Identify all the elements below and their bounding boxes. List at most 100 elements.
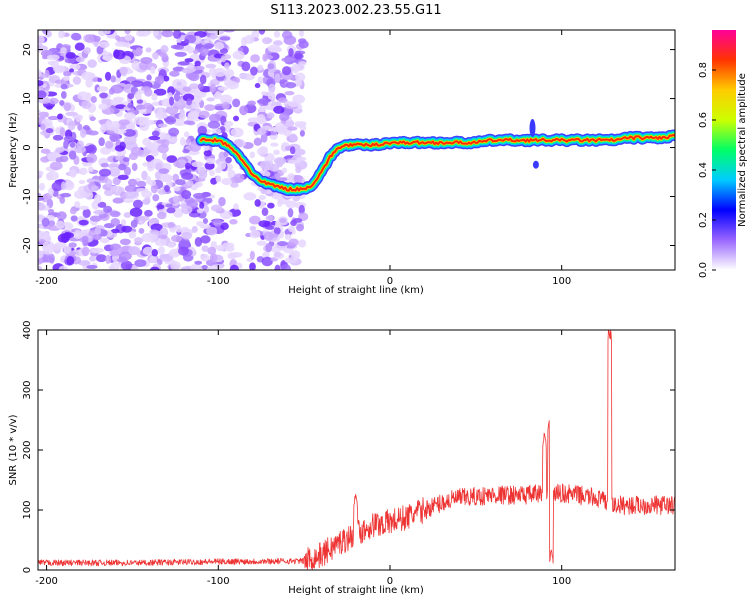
noise-blob <box>241 61 251 72</box>
noise-blob <box>127 92 135 100</box>
noise-blob <box>70 215 78 222</box>
noise-blob <box>232 50 245 60</box>
noise-blob <box>250 66 258 76</box>
noise-blob <box>60 181 67 191</box>
noise-blob <box>177 61 190 66</box>
noise-blob <box>161 152 168 160</box>
noise-blob <box>147 144 153 151</box>
noise-blob <box>260 133 268 143</box>
noise-blob <box>174 179 186 186</box>
noise-blob <box>118 163 127 171</box>
noise-blob <box>262 101 269 106</box>
noise-blob <box>183 39 190 44</box>
noise-blob <box>60 192 72 198</box>
noise-blob <box>148 179 157 187</box>
noise-blob <box>268 163 280 172</box>
noise-blob <box>166 155 178 163</box>
noise-blob <box>156 211 167 220</box>
noise-blob <box>250 54 260 63</box>
noise-blob <box>109 210 121 218</box>
noise-blob <box>298 204 305 215</box>
noise-blob <box>209 34 218 40</box>
noise-blob <box>60 83 68 90</box>
noise-blob <box>277 97 288 103</box>
noise-blob <box>59 196 66 204</box>
noise-blob <box>79 128 87 139</box>
colorbar-tick-label: 0.8 <box>698 62 709 78</box>
noise-blob <box>184 162 191 170</box>
noise-blob <box>112 197 124 204</box>
noise-blob <box>63 180 75 191</box>
y-tick-label: 200 <box>22 440 33 459</box>
noise-blob <box>296 156 307 162</box>
noise-blob <box>214 42 225 50</box>
noise-blob <box>129 207 143 217</box>
noise-blob <box>74 201 81 209</box>
spectrogram-x-axis-label: Height of straight line (km) <box>288 285 424 296</box>
noise-blob <box>153 88 167 96</box>
x-tick-label: 0 <box>387 276 393 287</box>
noise-blob <box>295 72 306 82</box>
noise-blob <box>205 158 216 165</box>
noise-blob <box>73 229 83 240</box>
snr-y-ticks: 0 100 200 300 400 <box>22 320 675 573</box>
noise-blob <box>76 140 85 149</box>
noise-blob <box>210 204 223 212</box>
noise-blob <box>202 218 209 225</box>
noise-blob <box>230 127 244 138</box>
noise-blob <box>198 110 210 119</box>
noise-blob <box>249 230 261 239</box>
noise-blob <box>42 256 55 263</box>
noise-blob <box>258 220 271 228</box>
noise-blob <box>109 243 122 251</box>
noise-blob <box>75 56 85 63</box>
noise-blob <box>213 92 223 100</box>
noise-blob <box>142 138 152 146</box>
noise-blob <box>203 42 214 50</box>
noise-blob <box>59 127 66 137</box>
noise-blob <box>259 160 271 170</box>
noise-blob <box>276 157 284 168</box>
noise-blob <box>271 233 279 238</box>
noise-blob <box>98 30 107 37</box>
noise-blob <box>192 192 206 199</box>
noise-blob <box>274 222 281 228</box>
snr-panel: -200 -100 0 100 0 100 200 300 400 Height of str… <box>8 320 676 596</box>
noise-blob <box>181 190 192 200</box>
y-tick-label: 400 <box>22 320 33 339</box>
noise-blob <box>293 53 304 60</box>
noise-blob <box>227 169 236 180</box>
noise-blob <box>85 145 96 153</box>
noise-blob <box>60 90 67 99</box>
noise-blob <box>256 114 266 123</box>
noise-blob <box>65 52 76 59</box>
noise-blob <box>55 147 65 154</box>
noise-blob <box>118 119 130 126</box>
noise-blob <box>113 129 127 135</box>
noise-blob <box>209 169 215 176</box>
noise-blob <box>150 236 156 243</box>
y-tick-label: -20 <box>22 237 33 253</box>
noise-blob <box>188 72 200 82</box>
noise-blob <box>92 77 98 83</box>
noise-blob <box>128 231 137 239</box>
noise-blob <box>123 135 137 145</box>
noise-blob <box>145 47 152 53</box>
noise-blob <box>83 239 89 247</box>
noise-blob <box>257 64 264 71</box>
noise-blob <box>128 246 141 256</box>
noise-blob <box>137 215 150 222</box>
noise-blob <box>155 111 168 120</box>
noise-blob <box>172 195 179 204</box>
noise-blob <box>142 102 154 110</box>
noise-blob <box>229 219 238 225</box>
noise-blob <box>265 243 273 253</box>
noise-blob <box>110 261 120 270</box>
noise-blob <box>249 262 256 270</box>
noise-blob <box>68 242 77 248</box>
noise-blob <box>63 70 72 77</box>
noise-blob <box>201 264 208 270</box>
noise-blob <box>273 252 285 260</box>
noise-blob <box>139 121 150 131</box>
